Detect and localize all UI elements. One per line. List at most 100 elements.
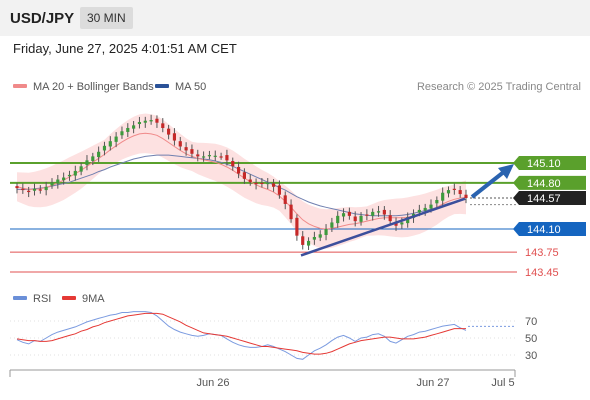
candle-body [406,217,410,224]
x-tick-jun27: Jun 27 [416,377,449,389]
candle-body [441,192,445,201]
rsi-tick-30: 30 [525,350,537,362]
candle-body [62,177,66,181]
rsi-layer: 70 50 30 [10,311,537,362]
ma9-line [16,312,466,355]
candle-body [56,179,60,184]
candle-body [330,222,334,228]
candle-body [347,211,351,216]
level-label-143.75: 143.75 [525,247,559,259]
header-bar: USD/JPY 30 MIN [0,0,590,36]
x-tick-jul5: Jul 5 [491,377,514,389]
candle-body [271,183,276,187]
candle-body [126,127,130,132]
candle-body [44,186,48,191]
level-tag-144.80 [513,175,586,190]
candle-body [143,120,147,123]
candle-body [73,170,77,176]
candle-body [149,120,153,122]
candle-body [97,151,101,158]
candle-body [108,141,112,147]
candle-body [289,204,293,220]
level-label-143.45: 143.45 [525,267,559,279]
rsi-line [16,311,467,360]
candle-body [91,156,95,162]
candle-body [248,179,252,183]
level-label-144.10: 144.10 [527,224,561,236]
symbol-label: USD/JPY [10,10,75,27]
level-tag-145.10 [513,156,586,170]
level-label-144.80: 144.80 [527,178,561,190]
candle-body [336,215,340,224]
candle-body [79,166,83,172]
candle-body [324,229,328,236]
candle-body [423,207,427,211]
level-label-145.10: 145.10 [527,158,561,170]
ma50-legend-label: MA 50 [175,81,206,93]
candle-body [242,172,246,179]
candle-body [429,204,433,209]
candle-body [254,182,258,185]
candle-body [161,123,165,128]
candle-body [400,222,404,225]
candle-body [167,128,171,135]
candle-body [388,215,392,222]
forecast-arrow-head [498,164,514,179]
candle-body [301,236,305,245]
candle-body [452,188,456,190]
candle-body [237,166,241,174]
candle-body [102,145,107,151]
rsi-tick-70: 70 [525,316,537,328]
datetime-label: Friday, June 27, 2025 4:01:51 AM CET [13,41,237,56]
candle-body [132,125,136,129]
bollinger-band [17,113,466,249]
candle-body [458,190,462,195]
candle-body [341,213,346,217]
candle-body [213,155,217,157]
candle-body [417,209,421,213]
candle-body [295,217,299,236]
candle-body [207,155,212,157]
ma20-swatch [13,84,27,88]
candle-body [277,185,281,195]
ma50-swatch [155,84,169,88]
candle-body [172,133,177,141]
candle-body [155,118,159,123]
candle-body [32,188,37,191]
candle-body [184,147,188,151]
candle-body [382,209,386,215]
candle-body [67,174,72,177]
candle-body [190,149,194,154]
candle-body [260,182,264,185]
trendline [300,197,466,257]
candle-body [225,155,229,161]
candle-body [371,211,375,216]
candle-body [464,194,468,199]
x-tick-jun26: Jun 26 [196,377,229,389]
candle-body [21,188,25,191]
ma9-legend-label: 9MA [82,293,105,305]
candle-body [85,160,89,165]
rsi-tick-50: 50 [525,333,537,345]
last-price-label: 144.57 [527,193,561,205]
candle-body [196,154,200,157]
rsi-legend-label: RSI [33,293,51,305]
candle-body [266,182,270,185]
forecast-arrow-shaft [470,169,507,199]
candle-body [306,240,311,246]
candle-body [38,189,42,191]
candle-body [312,236,316,240]
candle-body [283,195,287,204]
candle-body [114,136,118,142]
last-price-tag [513,191,586,206]
candle-body [359,215,363,222]
level-tag-144.10 [513,222,586,237]
timeframe-badge[interactable]: 30 MIN [80,7,133,29]
candle-body [318,234,322,238]
candle-body [353,216,357,222]
candle-body [15,186,19,189]
candle-body [365,214,369,216]
candle-body [376,211,381,213]
ma9-swatch [62,296,76,300]
